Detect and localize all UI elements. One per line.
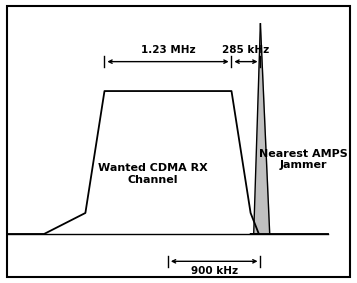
Text: Nearest AMPS
Jammer: Nearest AMPS Jammer bbox=[260, 149, 348, 170]
Text: 285 kHz: 285 kHz bbox=[222, 45, 270, 55]
Text: 1.23 MHz: 1.23 MHz bbox=[141, 45, 195, 55]
Text: Wanted CDMA RX
Channel: Wanted CDMA RX Channel bbox=[97, 163, 207, 185]
Polygon shape bbox=[255, 24, 270, 234]
Text: 900 kHz: 900 kHz bbox=[191, 265, 238, 276]
